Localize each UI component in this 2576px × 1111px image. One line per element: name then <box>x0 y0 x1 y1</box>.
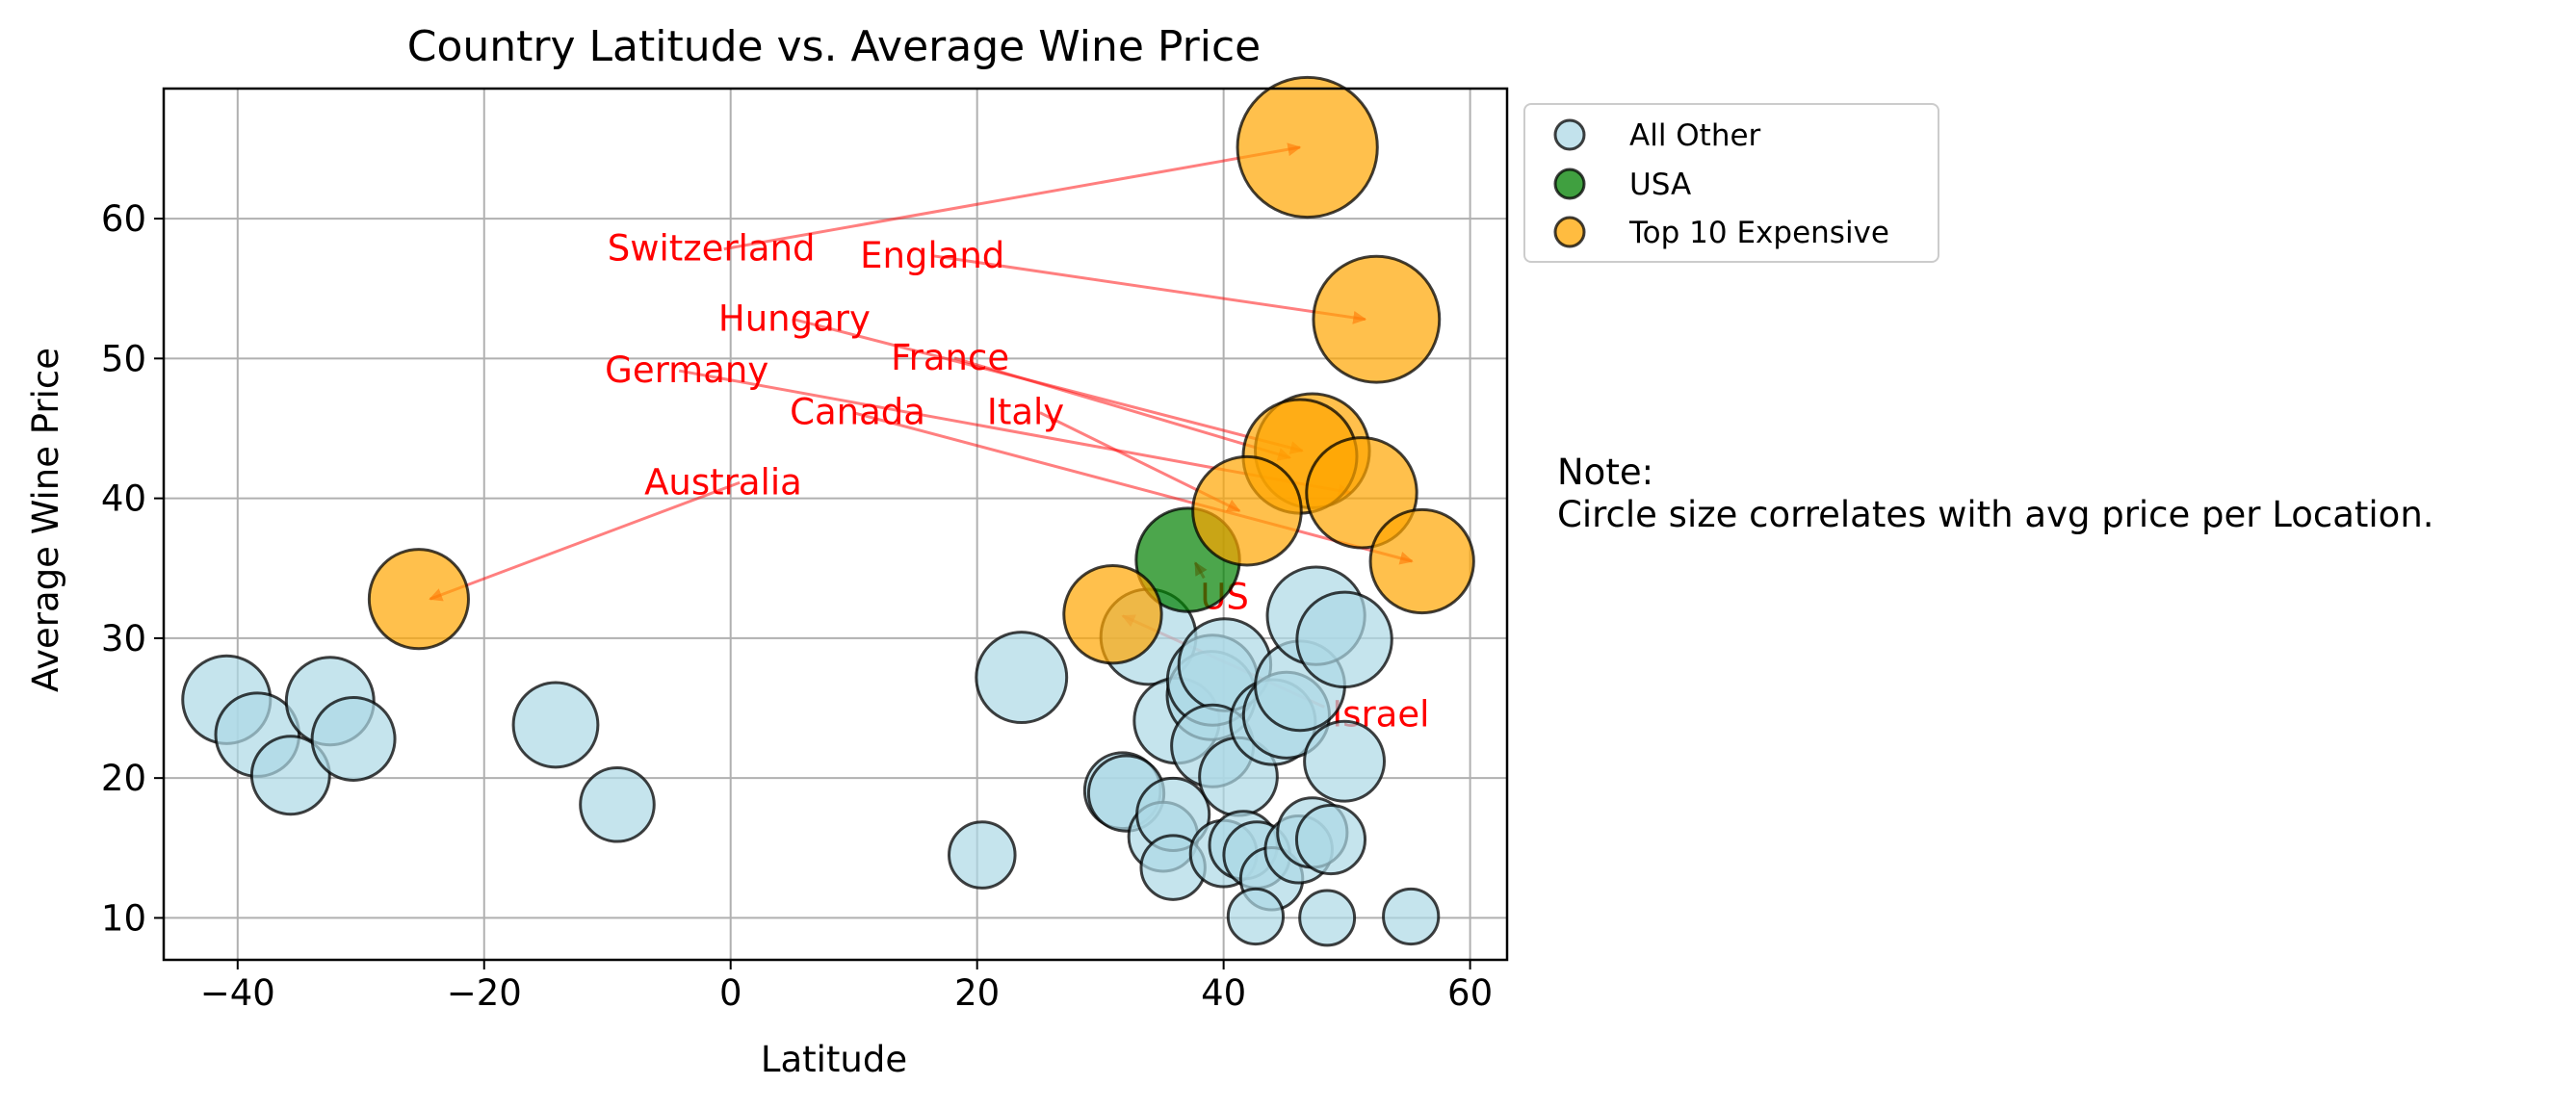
y-tick-label: 20 <box>101 758 146 799</box>
data-point-canada <box>1368 507 1475 615</box>
annotation-label-germany: Germany <box>605 349 768 391</box>
y-tick-label: 30 <box>101 618 146 659</box>
annotation-arrow-australia <box>429 480 741 602</box>
x-tick-label: 20 <box>954 972 1000 1014</box>
data-point-all-other <box>1382 887 1441 946</box>
data-point-all-other <box>1294 804 1367 876</box>
data-point-all-other <box>579 765 656 843</box>
axes: −40 −20 0 20 40 60 10 20 30 40 50 60 <box>101 87 1509 1014</box>
annotation-arrow-canada <box>852 411 1414 565</box>
annotation-label-england: England <box>860 235 1004 276</box>
annotation-label-france: France <box>891 337 1009 378</box>
y-tick-label: 40 <box>101 478 146 520</box>
annotations: Switzerland EnglandHungaryFranceGermanyCa… <box>429 142 1429 735</box>
data-point-israel <box>1062 564 1163 665</box>
data-points <box>181 75 1475 947</box>
x-tick-label: 60 <box>1447 972 1493 1014</box>
legend: All Other USA Top 10 Expensive <box>1523 103 1939 263</box>
note-heading: Note: <box>1557 452 1653 493</box>
data-point-all-other <box>1298 889 1357 947</box>
data-point-italy <box>1191 454 1303 567</box>
data-point-switzerland <box>1236 75 1379 220</box>
data-point-all-other <box>1226 887 1286 946</box>
data-point-all-other <box>948 820 1017 890</box>
legend-label-usa: USA <box>1629 168 1691 202</box>
data-point-all-other <box>975 631 1069 725</box>
legend-label-all-other: All Other <box>1629 118 1761 153</box>
data-point-all-other <box>249 735 331 816</box>
legend-frame <box>1523 103 1939 263</box>
chart-title: Country Latitude vs. Average Wine Price <box>407 22 1262 71</box>
data-point-all-other <box>511 681 600 769</box>
y-axis-label: Average Wine Price <box>25 348 66 692</box>
x-tick-label: 0 <box>719 972 742 1014</box>
data-point-all-other <box>310 696 397 782</box>
x-tick-label: −40 <box>200 972 275 1014</box>
annotation-label-switzerland: Switzerland <box>608 228 816 270</box>
y-tick-label: 60 <box>101 198 146 240</box>
annotation-arrow-england <box>933 254 1367 324</box>
data-point-australia <box>367 548 470 651</box>
note-text: Circle size correlates with avg price pe… <box>1557 494 2434 535</box>
annotation-arrow-switzerland <box>723 142 1302 251</box>
x-tick-label: −20 <box>447 972 522 1014</box>
plot-frame <box>162 87 1509 962</box>
legend-marker-top-10-expensive <box>1553 216 1586 248</box>
y-tick-label: 10 <box>101 897 146 939</box>
legend-marker-all-other <box>1553 118 1586 151</box>
annotation-label-australia: Australia <box>644 461 802 503</box>
data-point-all-other <box>1295 590 1393 689</box>
annotation-arrow-france <box>953 356 1292 461</box>
x-axis-label: Latitude <box>761 1039 907 1080</box>
data-point-all-other <box>1303 719 1387 803</box>
x-tick-label: 40 <box>1201 972 1246 1014</box>
legend-label-top-10-expensive: Top 10 Expensive <box>1628 216 1889 250</box>
annotation-label-italy: Italy <box>987 392 1064 433</box>
y-tick-label: 50 <box>101 338 146 379</box>
legend-marker-usa <box>1553 168 1586 200</box>
data-point-england <box>1312 254 1442 384</box>
